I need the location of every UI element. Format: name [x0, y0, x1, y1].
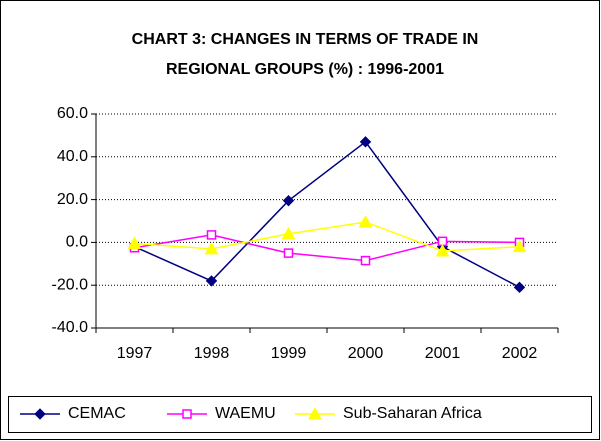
data-point [435, 243, 450, 257]
data-point [512, 239, 527, 253]
data-point [282, 194, 295, 207]
y-tick-label: -20.0 [52, 276, 89, 293]
legend-marker [308, 406, 322, 420]
legend-label: WAEMU [215, 405, 276, 422]
data-point [358, 215, 373, 228]
x-tick-label: 2002 [502, 345, 538, 362]
x-tick-label: 1997 [117, 345, 153, 362]
x-tick-label: 2000 [348, 345, 384, 362]
data-point [283, 248, 294, 258]
series-line [134, 234, 520, 262]
legend-marker [34, 408, 46, 420]
legend-label: CEMAC [68, 405, 126, 422]
y-tick-label: 0.0 [66, 234, 88, 251]
legend-marker [182, 409, 192, 419]
data-point [205, 275, 218, 287]
series-line [134, 221, 520, 252]
x-tick-label: 1998 [194, 345, 230, 362]
y-tick-label: -40.0 [52, 319, 89, 336]
data-point [204, 241, 219, 255]
data-point [359, 136, 372, 148]
x-tick-label: 1999 [271, 345, 307, 362]
data-point [513, 281, 526, 294]
data-point [127, 236, 142, 249]
y-tick-label: 40.0 [57, 148, 88, 165]
data-point [206, 230, 217, 240]
x-tick-label: 2001 [425, 345, 461, 362]
data-point [281, 226, 296, 240]
y-tick-label: 20.0 [57, 191, 88, 208]
chart-title: REGIONAL GROUPS (%) : 1996-2001 [166, 61, 444, 78]
series-line [134, 140, 520, 289]
chart-title: CHART 3: CHANGES IN TERMS OF TRADE IN [132, 31, 479, 48]
y-tick-label: 60.0 [57, 105, 88, 122]
legend-label: Sub-Saharan Africa [343, 405, 482, 422]
data-point [360, 255, 371, 266]
